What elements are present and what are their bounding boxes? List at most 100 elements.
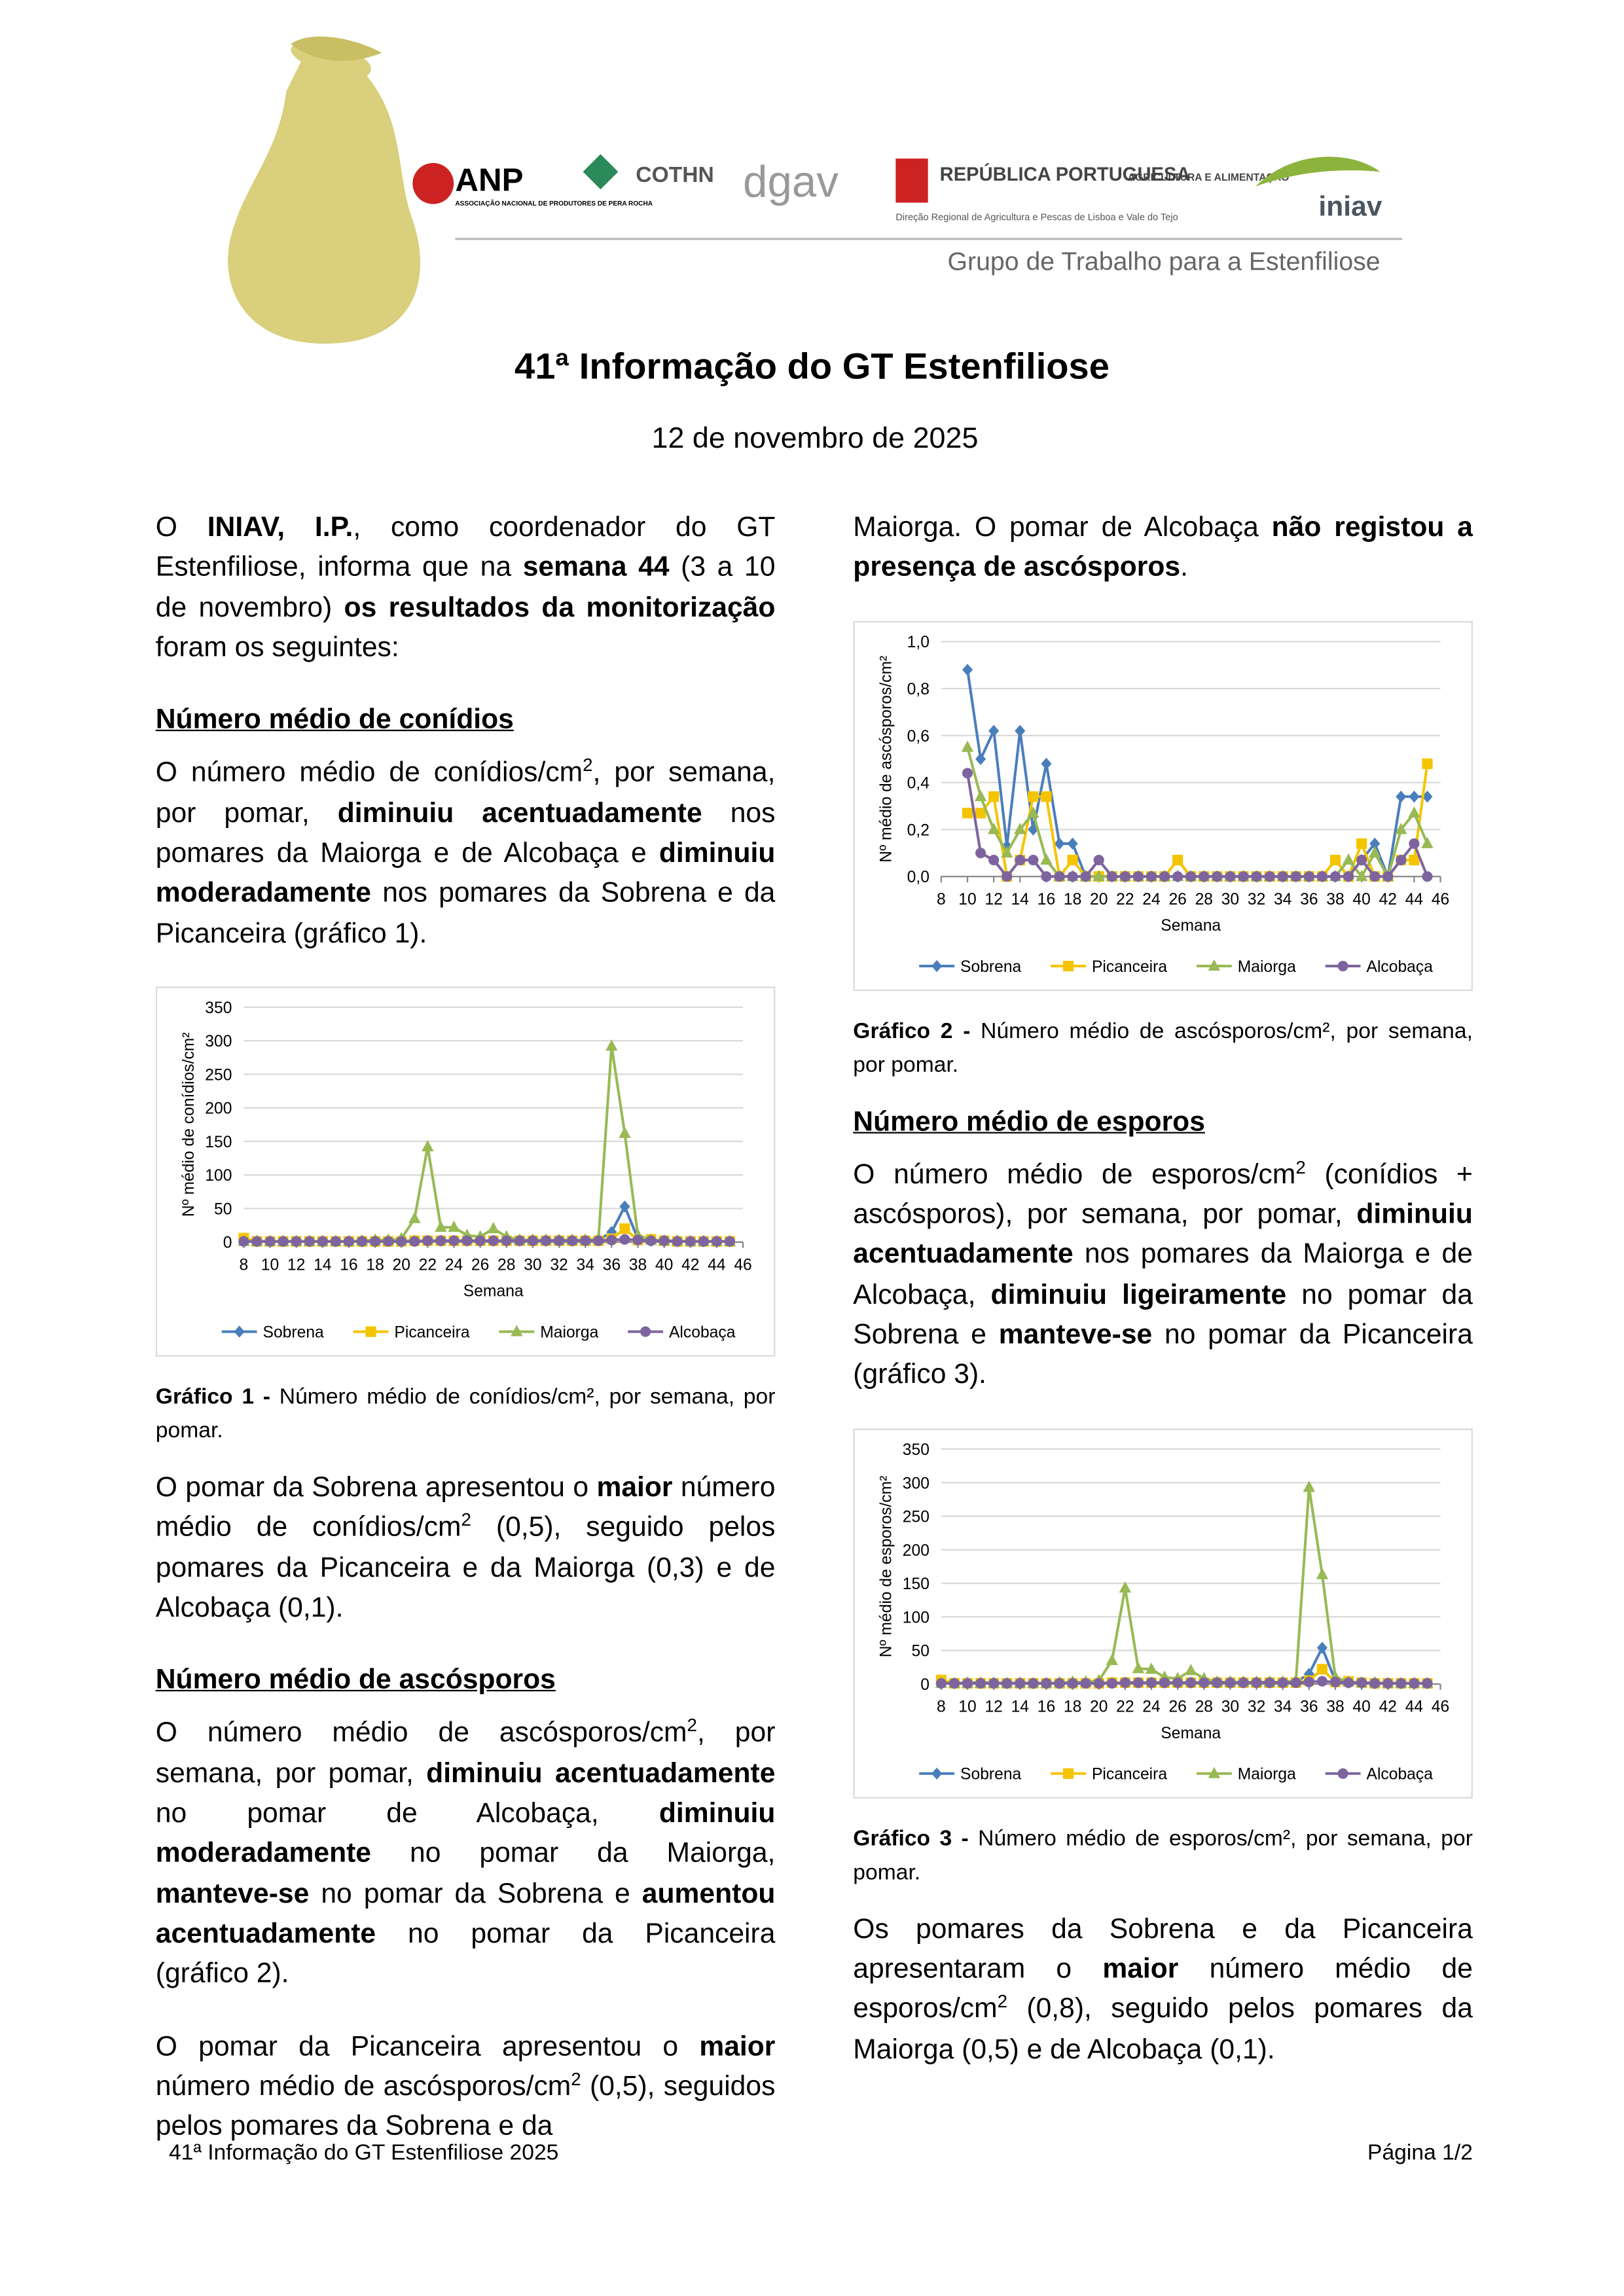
text-run: número médio de esporos/cm xyxy=(853,1954,1473,2025)
text-run: Maiorga. O pomar de Alcobaça xyxy=(853,512,1272,543)
marker xyxy=(1062,960,1074,971)
marker xyxy=(1343,870,1354,882)
marker xyxy=(1212,870,1223,882)
sup-text: 2 xyxy=(571,2068,581,2090)
marker xyxy=(1093,1677,1104,1689)
marker xyxy=(1382,870,1394,882)
marker xyxy=(291,1236,302,1247)
marker xyxy=(1185,870,1197,882)
marker xyxy=(698,1236,709,1247)
marker xyxy=(1199,1677,1210,1688)
bold-text: diminuiu moderadamente xyxy=(155,838,776,910)
marker xyxy=(1208,1766,1221,1778)
marker xyxy=(1277,870,1288,882)
legend-label: Alcobaça xyxy=(1367,1765,1434,1783)
x-tick-label: 34 xyxy=(576,1256,594,1274)
y-axis-label: Nº médio de conídios/cm² xyxy=(180,1032,198,1217)
marker xyxy=(1146,1677,1157,1688)
y-tick-label: 50 xyxy=(214,1200,232,1218)
marker xyxy=(370,1236,381,1247)
legend-label: Maiorga xyxy=(540,1323,598,1341)
y-tick-label: 0,4 xyxy=(907,774,929,792)
marker xyxy=(396,1236,407,1247)
bold-text: diminuiu acentuadamente xyxy=(337,798,702,829)
marker xyxy=(1356,854,1367,865)
y-tick-label: 200 xyxy=(205,1100,232,1118)
marker xyxy=(1356,837,1367,849)
text-run: O pomar da Picanceira apresentou o xyxy=(155,2031,700,2062)
text-run: no pomar da Maiorga, xyxy=(371,1839,776,1870)
y-tick-label: 350 xyxy=(903,1441,929,1458)
y-tick-label: 300 xyxy=(903,1475,929,1492)
text-run: número médio de conídios/cm xyxy=(155,1472,776,1544)
marker xyxy=(1395,822,1407,834)
marker xyxy=(962,1677,973,1689)
marker xyxy=(593,1235,604,1246)
x-tick-label: 36 xyxy=(1300,890,1318,908)
marker xyxy=(640,1326,651,1337)
x-tick-label: 8 xyxy=(937,1698,946,1715)
x-tick-label: 42 xyxy=(1379,890,1397,908)
logo-text: ANP xyxy=(455,162,523,198)
x-tick-label: 22 xyxy=(1116,1698,1134,1715)
x-tick-label: 14 xyxy=(314,1256,331,1274)
text-run: , por semana, por pomar, xyxy=(155,1718,776,1789)
paragraph: Os pomares da Sobrena e da Picanceira ap… xyxy=(853,1910,1473,2070)
x-tick-label: 38 xyxy=(1326,1698,1344,1715)
marker xyxy=(1290,1677,1301,1688)
bold-text: INIAV, I.P. xyxy=(207,512,353,543)
marker xyxy=(962,767,973,778)
y-tick-label: 0,0 xyxy=(907,868,929,886)
x-tick-label: 14 xyxy=(1011,890,1029,908)
marker xyxy=(1106,1677,1117,1689)
marker xyxy=(448,1220,460,1232)
marker xyxy=(975,847,986,858)
bold-text: maior xyxy=(699,2031,776,2062)
x-tick-label: 30 xyxy=(1221,1698,1239,1715)
marker xyxy=(1369,870,1380,882)
marker xyxy=(1225,870,1236,882)
y-tick-label: 0,6 xyxy=(907,727,929,745)
marker xyxy=(527,1235,539,1246)
x-tick-label: 24 xyxy=(1142,890,1160,908)
x-tick-label: 8 xyxy=(240,1256,249,1274)
marker xyxy=(1014,822,1026,834)
marker xyxy=(1212,1677,1223,1688)
marker xyxy=(935,1677,947,1689)
marker xyxy=(659,1235,670,1246)
legend-label: Sobrena xyxy=(263,1323,325,1341)
text-run: foram os seguintes: xyxy=(155,632,399,664)
marker xyxy=(1092,869,1105,881)
text-run: (3 a 10 de novembro) xyxy=(155,552,776,624)
marker xyxy=(383,1236,394,1247)
y-tick-label: 1,0 xyxy=(907,633,929,651)
x-tick-label: 32 xyxy=(1248,890,1265,908)
y-tick-label: 0 xyxy=(920,1676,929,1693)
marker xyxy=(1185,1663,1197,1675)
chart-border xyxy=(155,986,776,1357)
x-axis-label: Semana xyxy=(1161,916,1221,934)
x-tick-label: 36 xyxy=(1300,1698,1318,1715)
x-tick-label: 40 xyxy=(1352,1698,1370,1715)
bold-text: Gráfico 3 - xyxy=(853,1825,969,1851)
marker xyxy=(330,1236,341,1247)
marker xyxy=(632,1234,643,1246)
marker xyxy=(475,1235,486,1246)
caption: Gráfico 2 - Número médio de ascósporos/c… xyxy=(853,1014,1473,1081)
x-tick-label: 34 xyxy=(1274,890,1291,908)
marker xyxy=(1093,854,1104,865)
marker xyxy=(1422,1677,1433,1689)
x-tick-label: 26 xyxy=(1168,890,1186,908)
x-tick-label: 18 xyxy=(1064,890,1081,908)
x-tick-label: 44 xyxy=(708,1256,725,1274)
marker xyxy=(1369,846,1381,857)
divider xyxy=(455,238,1403,240)
marker xyxy=(1145,1662,1158,1674)
marker xyxy=(1054,1677,1065,1689)
x-tick-label: 30 xyxy=(1221,890,1239,908)
header-banner: ANP ASSOCIAÇÃO NACIONAL DE PRODUTORES DE… xyxy=(228,36,1403,344)
marker xyxy=(1119,1581,1132,1592)
marker xyxy=(409,1236,420,1247)
marker xyxy=(1264,870,1275,882)
x-tick-label: 42 xyxy=(1379,1698,1397,1715)
